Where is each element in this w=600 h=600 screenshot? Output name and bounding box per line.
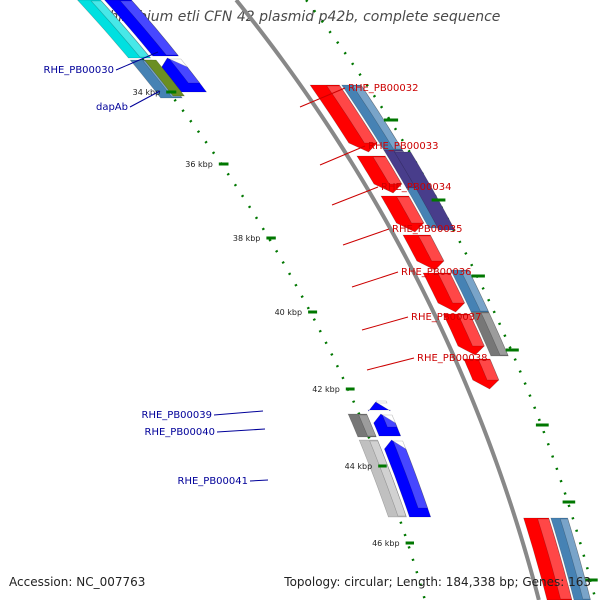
- scale-tick-label: 44 kbp: [345, 462, 373, 471]
- label-leader-line: [115, 51, 159, 71]
- reverse-gene-label: dapAb: [96, 102, 128, 113]
- reverse-cog-bar-1-shade: [90, 0, 151, 58]
- label-leader-line: [249, 479, 269, 482]
- label-leader-line: [216, 428, 266, 433]
- inner-scale-line: [90, 0, 427, 600]
- reverse-gene-3-shade: [375, 400, 388, 404]
- forward-gene-label: RHE_PB00036: [401, 267, 472, 278]
- forward-gene-4-shade: [417, 235, 445, 262]
- gene-features: [77, 0, 591, 600]
- forward-cog-bar-5-shade: [480, 312, 509, 356]
- forward-gene-label: RHE_PB00038: [417, 353, 488, 364]
- forward-gene-6-shade: [457, 314, 485, 347]
- label-leader-line: [319, 145, 366, 166]
- reverse-gene-2-shade: [168, 58, 201, 84]
- scale-tick-label: 40 kbp: [275, 308, 303, 317]
- forward-gene-4: [402, 234, 445, 271]
- label-leader-line: [351, 271, 399, 288]
- scale-tick-label: 38 kbp: [233, 234, 261, 243]
- reverse-cog-olive: [143, 59, 186, 97]
- label-leader-line: [366, 357, 415, 371]
- reverse-gene-label: RHE_PB00030: [44, 65, 115, 76]
- forward-gene-5-shade: [437, 273, 466, 304]
- forward-cog-bar-4-shade: [460, 270, 489, 312]
- reverse-gene-label: RHE_PB00040: [145, 427, 216, 438]
- forward-gene-label: RHE_PB00033: [368, 141, 439, 152]
- outer-scale-line: [305, 0, 597, 600]
- forward-gene-5: [422, 272, 465, 313]
- scale-tick-label: 46 kbp: [372, 539, 400, 548]
- forward-gene-7-shade: [478, 359, 500, 381]
- forward-gene-label: RHE_PB00035: [392, 224, 463, 235]
- forward-gene-3-shade: [396, 196, 425, 224]
- forward-gene-1-shade: [326, 85, 378, 144]
- forward-cog-bar-5: [470, 311, 509, 357]
- scale-tick-label: 36 kbp: [185, 160, 213, 169]
- forward-gene-label: RHE_PB00037: [411, 312, 482, 323]
- forward-gene-8: [523, 517, 573, 600]
- reverse-cog-bar-3: [347, 413, 377, 438]
- map-title: Rhizobium etli CFN 42 plasmid p42b, comp…: [99, 9, 501, 25]
- backbone: [234, 0, 541, 600]
- reverse-gene-4: [373, 413, 402, 437]
- reverse-gene-5-shade: [392, 440, 429, 509]
- forward-gene-label: RHE_PB00034: [381, 182, 452, 193]
- forward-cog-bar-6-shade: [559, 518, 591, 600]
- label-leader-line: [361, 316, 409, 331]
- label-leader-line: [129, 90, 161, 108]
- label-leader-line: [213, 410, 264, 416]
- forward-cog-strip: [393, 151, 456, 231]
- gene-labels: RHE_PB00032 RHE_PB00033 RHE_PB00034 RHE_PB0…: [44, 51, 488, 487]
- forward-gene-2: [356, 155, 403, 194]
- reverse-cog-bar-4-shade: [369, 440, 407, 517]
- scale-ticks: 34 kbp 36 kbp 38 kbp 40 kbp 42 kbp 44 kbp 46 k…: [133, 88, 598, 582]
- reverse-gene-1-shade: [119, 0, 179, 56]
- forward-gene-1: [309, 84, 378, 153]
- reverse-gene-5: [384, 439, 432, 518]
- forward-gene-2-shade: [372, 156, 403, 185]
- accession-label: Accession: NC_007763: [9, 575, 146, 589]
- forward-gene-8-shade: [537, 518, 572, 600]
- reverse-gene-3: [367, 401, 391, 412]
- label-leader-line: [299, 87, 346, 108]
- topology-summary: Topology: circular; Length: 184,338 bp; …: [284, 575, 591, 589]
- reverse-cog-bar-4: [358, 439, 407, 518]
- forward-cog-bar-6: [550, 517, 591, 600]
- forward-gene-3: [380, 195, 425, 233]
- reverse-cog-bar-3-shade: [358, 414, 377, 437]
- reverse-gene-label: RHE_PB00041: [178, 476, 249, 487]
- forward-gene-label: RHE_PB00032: [348, 83, 419, 94]
- label-leader-line: [331, 186, 379, 206]
- forward-gene-7: [463, 358, 500, 390]
- reverse-gene-label: RHE_PB00039: [142, 410, 213, 421]
- reverse-gene-1: [104, 0, 180, 57]
- scale-tick-label: 42 kbp: [312, 385, 340, 394]
- scale-tick-label: 34 kbp: [133, 88, 161, 97]
- dotted-scale-lines: [90, 0, 597, 600]
- forward-cog-bar-1-shade: [352, 85, 403, 150]
- reverse-gene-4-shade: [381, 414, 398, 428]
- reverse-cog-bar-1: [77, 0, 152, 59]
- forward-gene-6: [442, 313, 485, 356]
- label-leader-line: [342, 228, 390, 246]
- backbone-ring: [234, 0, 541, 600]
